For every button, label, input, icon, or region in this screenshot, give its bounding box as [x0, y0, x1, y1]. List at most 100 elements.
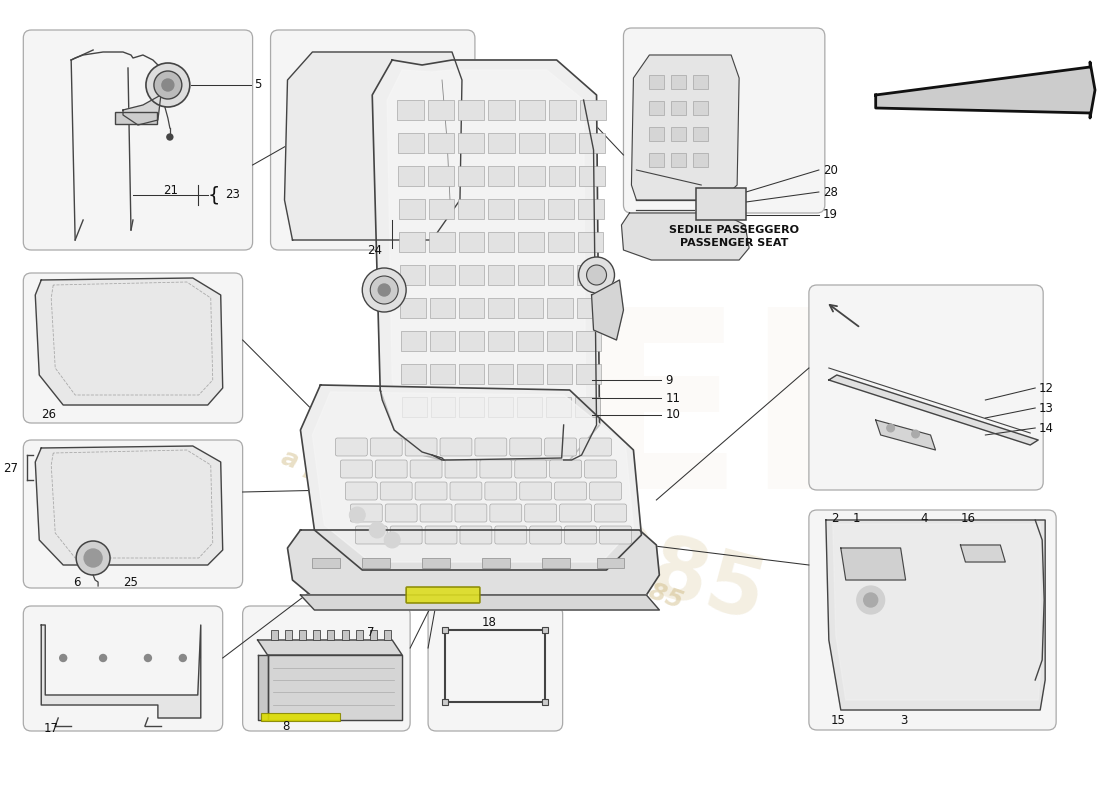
Bar	[384, 630, 392, 640]
Bar	[398, 133, 424, 153]
Bar	[517, 364, 542, 384]
FancyBboxPatch shape	[624, 28, 825, 213]
Bar	[649, 75, 664, 89]
Circle shape	[370, 522, 385, 538]
FancyBboxPatch shape	[600, 526, 631, 544]
Bar	[429, 199, 454, 219]
Polygon shape	[35, 446, 222, 565]
Text: 17: 17	[43, 722, 58, 734]
Bar	[459, 232, 484, 252]
Text: 5: 5	[254, 78, 262, 91]
FancyBboxPatch shape	[595, 504, 627, 522]
FancyBboxPatch shape	[584, 460, 616, 478]
Circle shape	[350, 507, 365, 523]
Bar	[397, 100, 424, 120]
FancyBboxPatch shape	[405, 438, 437, 456]
FancyBboxPatch shape	[455, 504, 487, 522]
Text: 26: 26	[42, 409, 56, 422]
Bar	[575, 397, 600, 417]
Polygon shape	[35, 278, 222, 405]
Text: 16: 16	[960, 513, 976, 526]
Circle shape	[579, 257, 615, 293]
Text: 12: 12	[1038, 382, 1053, 394]
Text: PASSENGER SEAT: PASSENGER SEAT	[680, 238, 789, 248]
Bar	[488, 133, 515, 153]
Text: 11: 11	[666, 391, 680, 405]
Bar	[596, 558, 625, 568]
Bar	[459, 331, 484, 351]
Polygon shape	[387, 70, 585, 450]
FancyBboxPatch shape	[525, 504, 557, 522]
Circle shape	[84, 549, 102, 567]
Bar	[547, 364, 572, 384]
Bar	[458, 100, 484, 120]
Bar	[693, 101, 708, 115]
Text: 1985: 1985	[529, 501, 774, 639]
Polygon shape	[960, 545, 1005, 562]
FancyBboxPatch shape	[340, 460, 372, 478]
Polygon shape	[300, 385, 641, 570]
Polygon shape	[123, 95, 161, 125]
FancyBboxPatch shape	[410, 460, 442, 478]
Text: SEDILE PASSEGGERO: SEDILE PASSEGGERO	[669, 225, 799, 235]
Bar	[578, 265, 603, 285]
Bar	[649, 101, 664, 115]
Circle shape	[162, 79, 174, 91]
Text: 3: 3	[901, 714, 908, 726]
Polygon shape	[287, 530, 659, 595]
Bar	[402, 397, 427, 417]
Bar	[549, 133, 575, 153]
Bar	[446, 630, 544, 702]
Bar	[398, 166, 425, 186]
Bar	[328, 630, 334, 640]
Bar	[116, 112, 157, 124]
Text: 1: 1	[852, 513, 860, 526]
FancyBboxPatch shape	[440, 438, 472, 456]
Text: EP: EP	[574, 299, 928, 541]
Circle shape	[154, 71, 182, 99]
Polygon shape	[372, 60, 600, 460]
FancyBboxPatch shape	[460, 526, 492, 544]
Bar	[488, 232, 514, 252]
Bar	[518, 133, 544, 153]
Circle shape	[179, 654, 186, 662]
Bar	[261, 713, 340, 721]
Bar	[696, 188, 746, 220]
Text: 25: 25	[123, 577, 138, 590]
Bar	[488, 166, 515, 186]
Bar	[549, 100, 575, 120]
Bar	[442, 627, 448, 633]
Bar	[541, 558, 570, 568]
Polygon shape	[876, 420, 935, 450]
Text: 10: 10	[666, 409, 680, 422]
Bar	[399, 232, 425, 252]
FancyBboxPatch shape	[23, 606, 222, 731]
FancyBboxPatch shape	[23, 273, 243, 423]
Bar	[482, 558, 509, 568]
Text: 6: 6	[74, 577, 80, 590]
FancyBboxPatch shape	[371, 438, 403, 456]
FancyBboxPatch shape	[475, 438, 507, 456]
Bar	[579, 133, 605, 153]
Circle shape	[144, 654, 152, 662]
Bar	[519, 100, 546, 120]
FancyBboxPatch shape	[515, 460, 547, 478]
Text: 9: 9	[666, 374, 673, 386]
FancyBboxPatch shape	[428, 606, 563, 731]
FancyBboxPatch shape	[490, 504, 521, 522]
Text: 21: 21	[163, 183, 178, 197]
FancyBboxPatch shape	[554, 482, 586, 500]
Circle shape	[100, 654, 107, 662]
Text: 4: 4	[921, 513, 928, 526]
Bar	[579, 199, 604, 219]
Bar	[271, 630, 277, 640]
Bar	[285, 630, 292, 640]
Bar	[518, 232, 543, 252]
Bar	[517, 397, 542, 417]
FancyBboxPatch shape	[425, 526, 456, 544]
Polygon shape	[42, 625, 201, 718]
Bar	[547, 331, 572, 351]
FancyBboxPatch shape	[550, 460, 582, 478]
Bar	[488, 100, 515, 120]
Bar	[459, 166, 484, 186]
